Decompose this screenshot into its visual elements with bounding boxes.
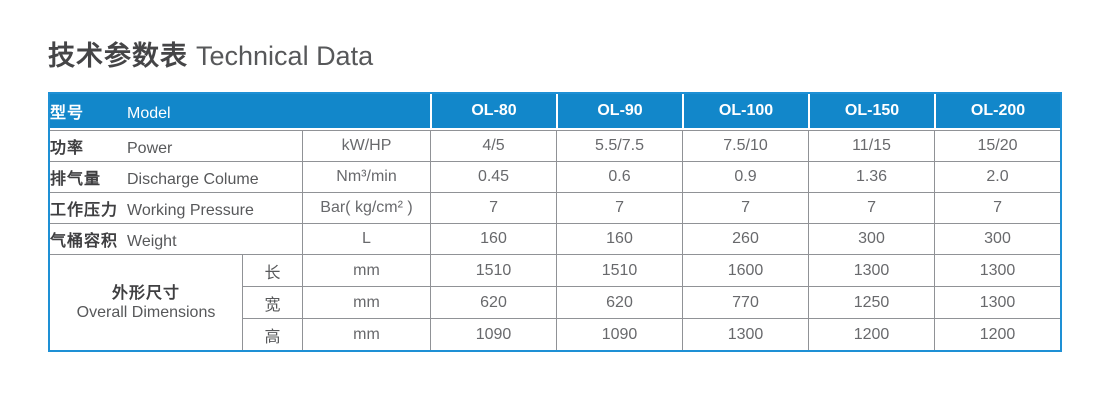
row-weight: 气桶容积 Weight L 160 160 260 300 300 bbox=[50, 223, 1061, 254]
header-model-label-zh: 型号 bbox=[50, 105, 85, 122]
row-discharge-label-zh: 排气量 bbox=[50, 171, 102, 188]
value-cell: 300 bbox=[934, 223, 1061, 254]
value-cell: 1090 bbox=[430, 318, 557, 350]
row-power: 功率 Power kW/HP 4/5 5.5/7.5 7.5/10 11/15 1… bbox=[50, 130, 1061, 161]
row-weight-label-zh: 气桶容积 bbox=[50, 233, 119, 250]
row-weight-label-en: Weight bbox=[127, 233, 177, 250]
row-discharge: 排气量 Discharge Colume Nm³/min 0.45 0.6 0.9… bbox=[50, 161, 1061, 192]
value-cell: 160 bbox=[556, 223, 683, 254]
value-cell: 300 bbox=[808, 223, 935, 254]
dim-label-height: 高 bbox=[242, 318, 302, 350]
value-cell: 2.0 bbox=[934, 161, 1061, 192]
value-cell: 1250 bbox=[808, 286, 935, 318]
value-cell: 260 bbox=[682, 223, 809, 254]
value-cell: 15/20 bbox=[934, 130, 1061, 161]
row-dimension-length: 外形尺寸 Overall Dimensions 长 mm 1510 1510 1… bbox=[50, 254, 1061, 321]
value-cell: 1300 bbox=[934, 286, 1061, 318]
value-cell: 1.36 bbox=[808, 161, 935, 192]
dimensions-label-zh: 外形尺寸 bbox=[111, 284, 180, 302]
value-cell: 4/5 bbox=[430, 130, 557, 161]
value-cell: 7 bbox=[556, 192, 683, 223]
header-model-label-en: Model bbox=[127, 105, 171, 122]
dimensions-label-en: Overall Dimensions bbox=[76, 303, 216, 321]
value-cell: 7 bbox=[934, 192, 1061, 223]
dim-label-length: 长 bbox=[242, 254, 302, 286]
row-discharge-label: 排气量 Discharge Colume bbox=[50, 161, 302, 192]
dim-height-unit: mm bbox=[302, 318, 431, 350]
value-cell: 1510 bbox=[430, 254, 557, 286]
value-cell: 620 bbox=[556, 286, 683, 318]
row-pressure-label-zh: 工作压力 bbox=[50, 202, 119, 219]
row-weight-unit: L bbox=[302, 223, 431, 254]
technical-data-table: 型号 Model OL-80 OL-90 OL-100 OL-150 OL-200… bbox=[48, 92, 1063, 352]
dimensions-merged-label: 外形尺寸 Overall Dimensions bbox=[50, 254, 242, 350]
row-pressure-label: 工作压力 Working Pressure bbox=[50, 192, 302, 223]
value-cell: 0.9 bbox=[682, 161, 809, 192]
row-discharge-unit: Nm³/min bbox=[302, 161, 431, 192]
row-discharge-label-en: Discharge Colume bbox=[127, 171, 259, 188]
value-cell: 1300 bbox=[808, 254, 935, 286]
page-title-zh: 技术参数表 bbox=[48, 41, 188, 71]
dim-length-unit: mm bbox=[302, 254, 431, 286]
value-cell: 0.45 bbox=[430, 161, 557, 192]
header-model-ol200: OL-200 bbox=[934, 94, 1061, 130]
header-model-ol80: OL-80 bbox=[430, 94, 557, 130]
value-cell: 1300 bbox=[682, 318, 809, 350]
value-cell: 7 bbox=[430, 192, 557, 223]
row-power-label-en: Power bbox=[127, 140, 173, 157]
value-cell: 5.5/7.5 bbox=[556, 130, 683, 161]
row-pressure-label-en: Working Pressure bbox=[127, 202, 254, 219]
dim-label-width: 宽 bbox=[242, 286, 302, 318]
row-dimension-height: 高 mm 1090 1090 1300 1200 1200 bbox=[50, 318, 1061, 350]
page-title: 技术参数表 Technical Data bbox=[48, 40, 373, 72]
value-cell: 1090 bbox=[556, 318, 683, 350]
header-model-label: 型号 Model bbox=[50, 94, 431, 130]
row-power-label-zh: 功率 bbox=[50, 140, 85, 157]
value-cell: 7 bbox=[682, 192, 809, 223]
value-cell: 1510 bbox=[556, 254, 683, 286]
value-cell: 1200 bbox=[808, 318, 935, 350]
header-model-ol100: OL-100 bbox=[682, 94, 809, 130]
page-title-en: Technical Data bbox=[196, 41, 374, 71]
row-power-unit: kW/HP bbox=[302, 130, 431, 161]
value-cell: 7.5/10 bbox=[682, 130, 809, 161]
row-pressure: 工作压力 Working Pressure Bar( kg/cm² ) 7 7 7… bbox=[50, 192, 1061, 223]
value-cell: 7 bbox=[808, 192, 935, 223]
value-cell: 1300 bbox=[934, 254, 1061, 286]
row-power-label: 功率 Power bbox=[50, 130, 302, 161]
value-cell: 11/15 bbox=[808, 130, 935, 161]
value-cell: 770 bbox=[682, 286, 809, 318]
value-cell: 1600 bbox=[682, 254, 809, 286]
value-cell: 0.6 bbox=[556, 161, 683, 192]
dim-width-unit: mm bbox=[302, 286, 431, 318]
value-cell: 1200 bbox=[934, 318, 1061, 350]
row-weight-label: 气桶容积 Weight bbox=[50, 223, 302, 254]
row-pressure-unit: Bar( kg/cm² ) bbox=[302, 192, 431, 223]
value-cell: 620 bbox=[430, 286, 557, 318]
value-cell: 160 bbox=[430, 223, 557, 254]
header-model-ol90: OL-90 bbox=[556, 94, 683, 130]
row-dimension-width: 宽 mm 620 620 770 1250 1300 bbox=[50, 286, 1061, 318]
table-header-row: 型号 Model OL-80 OL-90 OL-100 OL-150 OL-200 bbox=[50, 94, 1061, 130]
header-model-ol150: OL-150 bbox=[808, 94, 935, 130]
